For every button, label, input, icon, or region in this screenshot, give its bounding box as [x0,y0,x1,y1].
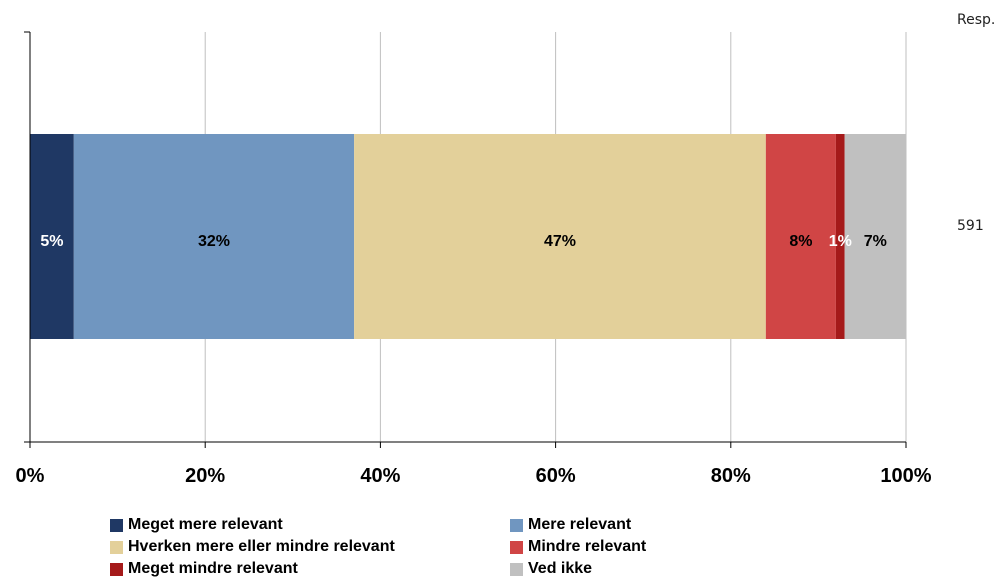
legend-swatch [510,518,523,532]
bar-segment-5 [844,134,906,339]
bar-segment-3 [765,134,836,339]
data-label-2: 47% [544,233,576,250]
legend-label: Meget mindre relevant [128,560,298,577]
respondents-count: 591 [957,218,984,234]
legend-swatch [110,540,123,554]
x-tick-label: 0% [16,465,45,487]
data-label-1: 32% [198,233,230,250]
respondents-header: Resp. [957,12,996,28]
legend-item: Meget mere relevant [110,515,510,535]
x-tick-label: 100% [880,465,931,487]
bar-segment-0 [30,134,74,339]
legend-item: Mere relevant [510,515,810,535]
chart-legend: Meget mere relevant Mere relevant Hverken … [110,515,810,579]
legend-swatch [510,540,523,554]
legend-label: Hverken mere eller mindre relevant [128,538,395,555]
legend-swatch [110,562,123,576]
x-tick-label: 60% [536,465,576,487]
x-tick-label: 20% [185,465,225,487]
legend-swatch [510,562,523,576]
bar-segment-2 [354,134,766,339]
legend-label: Mere relevant [528,516,632,533]
legend-item: Mindre relevant [510,537,810,557]
bar-segment-4 [835,134,845,339]
data-label-4: 1% [829,233,852,250]
data-label-0: 5% [40,233,63,250]
legend-label: Mindre relevant [528,538,647,555]
legend-item: Hverken mere eller mindre relevant [110,537,510,557]
x-tick-label: 80% [711,465,751,487]
bar-segment-1 [73,134,355,339]
x-tick-label: 40% [360,465,400,487]
legend-item: Ved ikke [510,559,810,579]
legend-label: Meget mere relevant [128,516,283,533]
legend-label: Ved ikke [528,560,593,577]
legend-swatch [110,518,123,532]
legend-item: Meget mindre relevant [110,559,510,579]
data-label-3: 8% [789,233,812,250]
data-label-5: 7% [864,233,887,250]
